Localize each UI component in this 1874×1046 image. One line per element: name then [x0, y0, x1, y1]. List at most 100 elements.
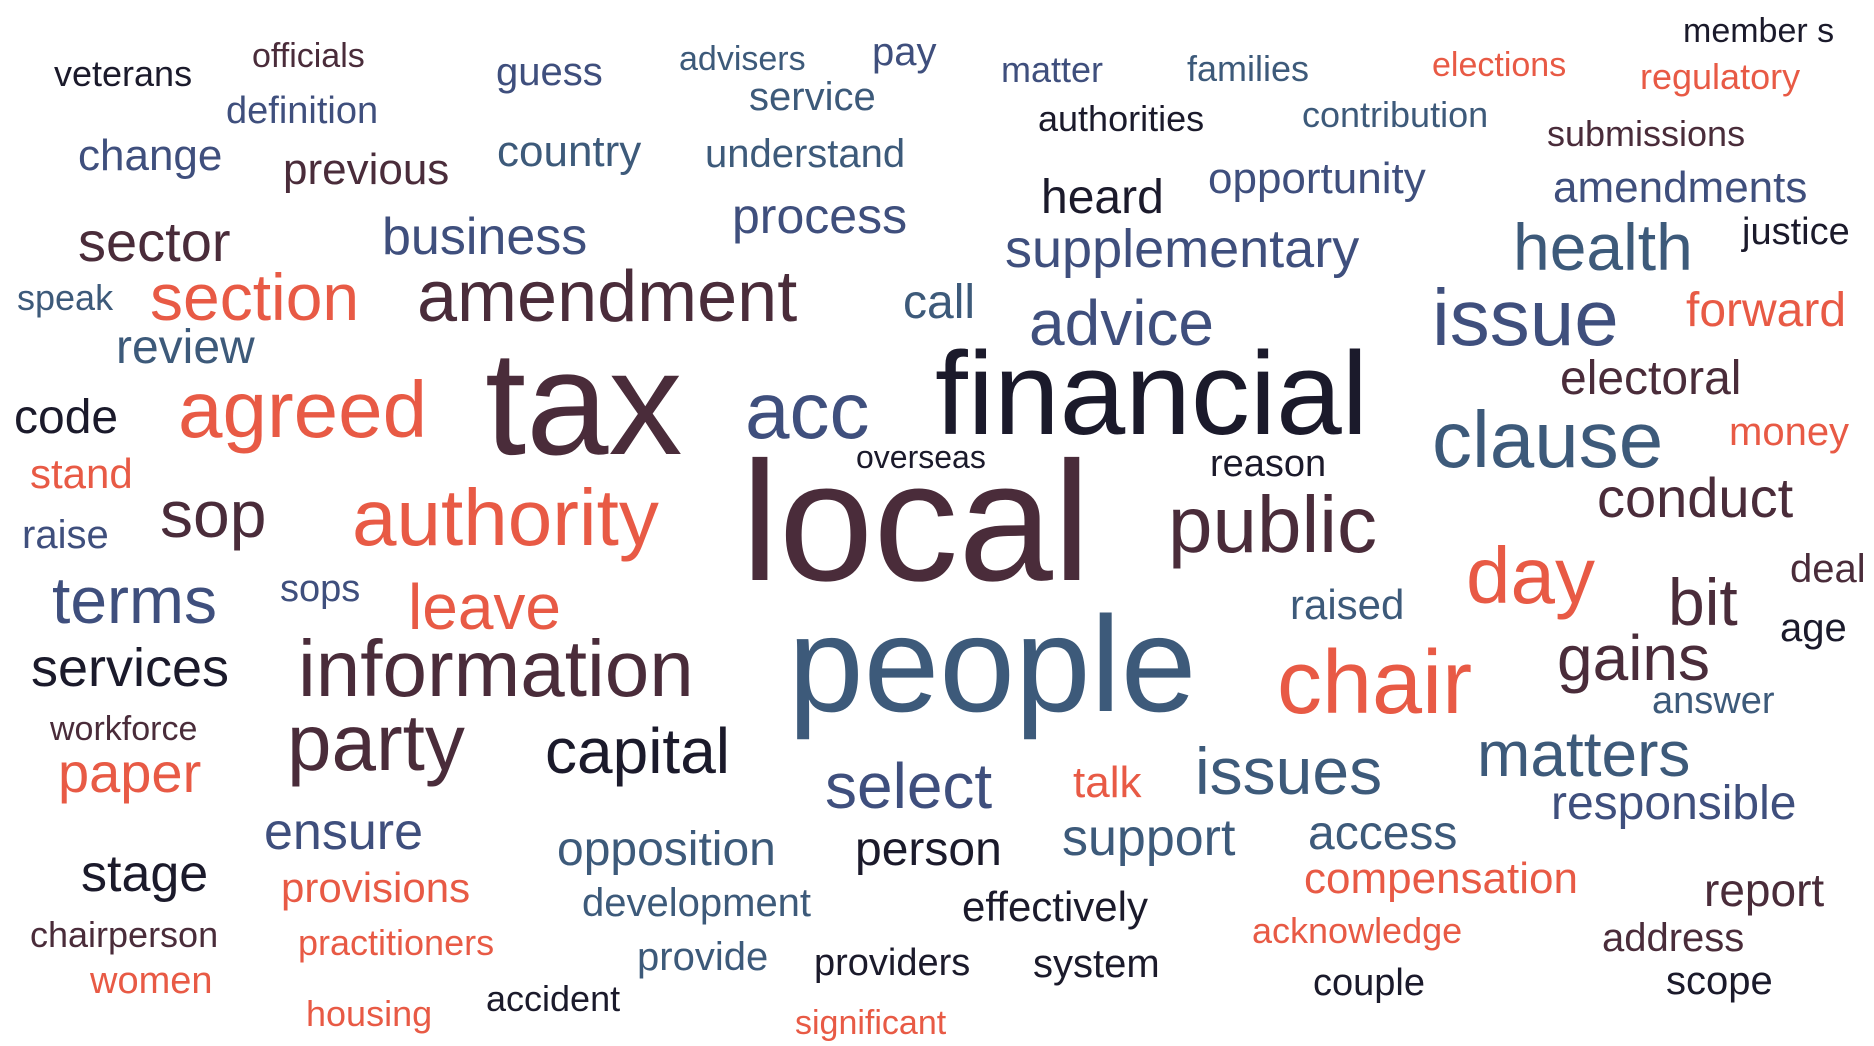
word-paper: paper	[58, 741, 202, 804]
word-age: age	[1780, 606, 1847, 650]
word-amendments: amendments	[1553, 163, 1808, 212]
word-review: review	[116, 321, 255, 374]
word-money: money	[1729, 410, 1850, 454]
word-system: system	[1033, 942, 1160, 986]
word-provisions: provisions	[281, 864, 471, 911]
word-capital: capital	[545, 715, 730, 787]
word-services: services	[31, 638, 230, 698]
word-acknowledge: acknowledge	[1252, 910, 1463, 951]
word-stand: stand	[30, 450, 133, 497]
word-matters: matters	[1477, 718, 1691, 790]
word-pay: pay	[872, 30, 937, 74]
word-gains: gains	[1557, 622, 1710, 694]
word-answer: answer	[1652, 680, 1775, 722]
word-people: people	[788, 588, 1197, 740]
word-clause: clause	[1432, 395, 1664, 484]
word-justice: justice	[1742, 211, 1850, 253]
word-veterans: veterans	[54, 53, 193, 94]
word-stage: stage	[81, 845, 209, 903]
word-regulatory: regulatory	[1640, 56, 1801, 97]
word-opportunity: opportunity	[1208, 154, 1426, 203]
word-workforce: workforce	[50, 710, 198, 748]
word-section: section	[150, 260, 360, 334]
word-party: party	[287, 698, 465, 787]
word-practitioners: practitioners	[298, 922, 495, 963]
word-public: public	[1168, 480, 1378, 569]
word-deal: deal	[1790, 547, 1866, 591]
word-bit: bit	[1668, 565, 1738, 639]
word-address: address	[1602, 916, 1745, 960]
word-conduct: conduct	[1597, 466, 1794, 529]
word-significant: significant	[795, 1004, 947, 1042]
word-issue: issue	[1432, 273, 1619, 362]
word-effectively: effectively	[962, 883, 1148, 930]
word-compensation: compensation	[1304, 854, 1578, 903]
word-electoral: electoral	[1560, 352, 1742, 405]
word-member-s: member s	[1683, 12, 1835, 50]
word-overseas: overseas	[856, 439, 986, 475]
word-definition: definition	[226, 90, 379, 132]
word-agreed: agreed	[178, 365, 428, 454]
word-matter: matter	[1001, 49, 1104, 90]
word-call: call	[903, 276, 976, 329]
word-code: code	[14, 391, 119, 444]
word-local: local	[741, 427, 1091, 617]
word-tax: tax	[485, 321, 683, 486]
word-submissions: submissions	[1547, 113, 1746, 154]
word-guess: guess	[496, 50, 603, 94]
word-sops: sops	[280, 568, 361, 610]
word-advisers: advisers	[679, 40, 806, 78]
word-authority: authority	[352, 473, 659, 562]
word-housing: housing	[306, 993, 433, 1034]
word-amendment: amendment	[417, 257, 798, 337]
word-development: development	[582, 881, 812, 925]
word-sop: sop	[160, 477, 267, 551]
word-information: information	[298, 624, 694, 713]
word-acc: acc	[745, 366, 870, 455]
word-country: country	[497, 127, 642, 176]
word-providers: providers	[814, 942, 971, 984]
word-chair: chair	[1277, 633, 1473, 733]
word-person: person	[855, 823, 1002, 876]
word-speak: speak	[17, 277, 114, 318]
word-opposition: opposition	[557, 823, 776, 876]
word-women: women	[90, 960, 213, 1002]
word-ensure: ensure	[264, 803, 423, 861]
word-elections: elections	[1432, 46, 1567, 84]
word-couple: couple	[1313, 962, 1425, 1004]
word-business: business	[382, 208, 588, 266]
word-raised: raised	[1290, 581, 1405, 628]
word-provide: provide	[637, 935, 769, 979]
word-terms: terms	[52, 563, 217, 637]
word-understand: understand	[705, 132, 906, 176]
word-support: support	[1062, 809, 1236, 867]
word-leave: leave	[408, 571, 561, 643]
word-previous: previous	[283, 145, 450, 194]
word-process: process	[732, 188, 908, 244]
word-reason: reason	[1210, 443, 1327, 485]
word-change: change	[78, 131, 223, 180]
word-contribution: contribution	[1302, 94, 1489, 135]
word-select: select	[825, 750, 993, 822]
word-chairperson: chairperson	[30, 914, 219, 955]
word-day: day	[1466, 531, 1595, 620]
word-issues: issues	[1195, 734, 1383, 808]
word-sector: sector	[78, 210, 231, 273]
word-health: health	[1513, 210, 1693, 284]
word-talk: talk	[1073, 758, 1142, 807]
word-financial: financial	[935, 328, 1368, 460]
word-forward: forward	[1686, 284, 1847, 337]
word-heard: heard	[1041, 171, 1164, 224]
word-report: report	[1704, 864, 1825, 916]
word-scope: scope	[1666, 959, 1773, 1003]
word-service: service	[749, 75, 876, 119]
word-raise: raise	[22, 513, 109, 557]
word-officials: officials	[252, 37, 365, 75]
word-access: access	[1308, 807, 1458, 860]
word-advice: advice	[1029, 287, 1214, 359]
word-responsible: responsible	[1551, 777, 1797, 830]
word-authorities: authorities	[1038, 98, 1205, 139]
word-families: families	[1187, 48, 1310, 89]
word-supplementary: supplementary	[1005, 219, 1360, 279]
